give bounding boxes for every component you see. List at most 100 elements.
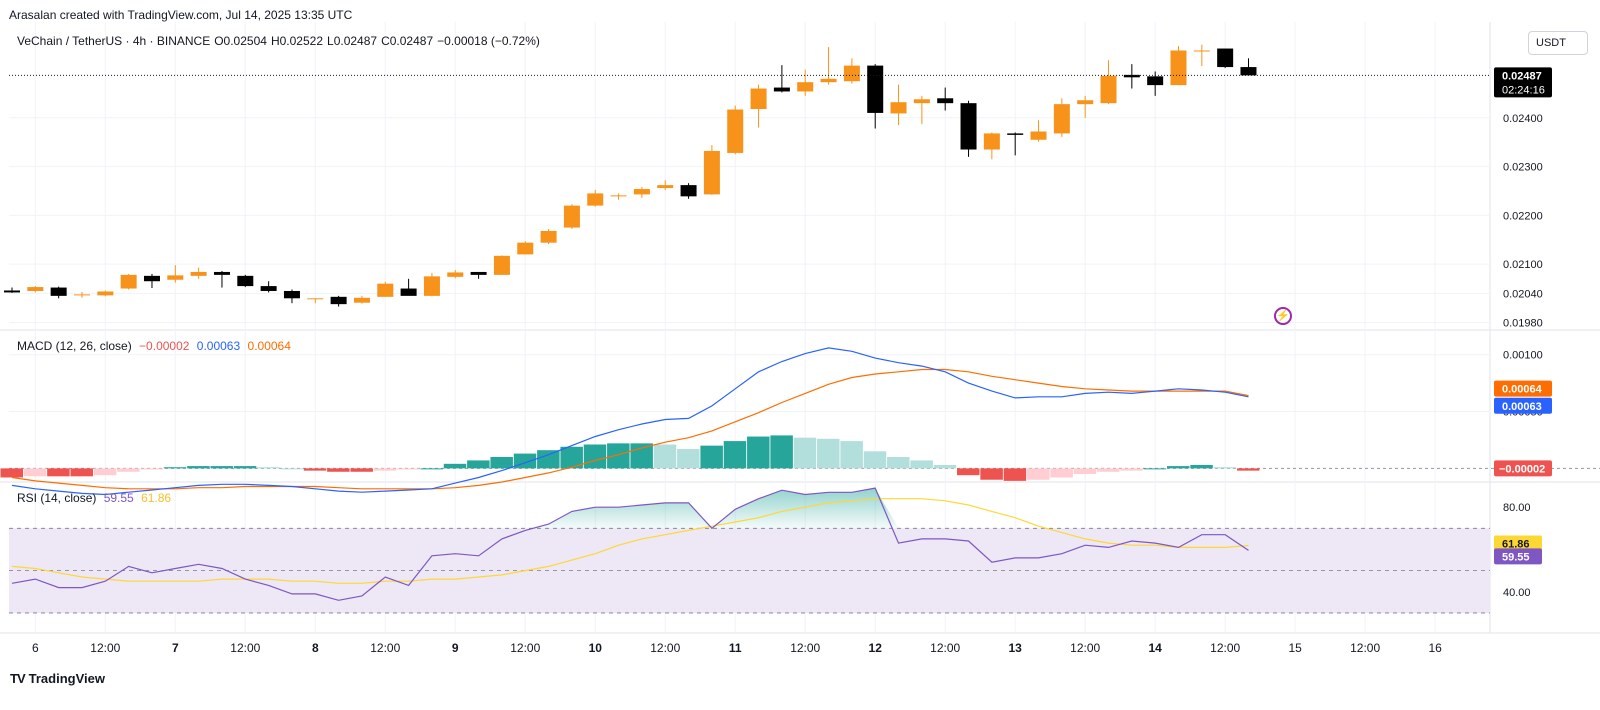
low-value: 0.02487 [333, 34, 378, 48]
macd-title[interactable]: MACD (12, 26, close) [17, 339, 132, 353]
change-value: −0.00018 (−0.72%) [437, 34, 540, 48]
macd-histogram-bar [607, 443, 630, 469]
macd-hist-value: −0.00002 [139, 339, 190, 353]
footer-brand[interactable]: TV TradingView [10, 671, 105, 686]
macd-legend: MACD (12, 26, close) −0.00002 0.00063 0.… [17, 339, 295, 353]
macd-histogram-bar [770, 435, 793, 469]
rsi-ma-tag [1494, 535, 1542, 552]
macd-histogram-bar [70, 468, 93, 477]
y-tick-label: 0.00100 [1503, 350, 1543, 362]
candle-body [1240, 67, 1257, 76]
rsi-ma-tag-label: 61.86 [1502, 539, 1530, 551]
macd-line-tag-label: 0.00063 [1502, 401, 1542, 413]
rsi-title[interactable]: RSI (14, close) [17, 491, 97, 505]
candle-body [50, 287, 67, 296]
x-tick-label: 11 [729, 641, 742, 655]
x-tick-label: 10 [589, 641, 603, 655]
x-tick-label: 7 [172, 641, 179, 655]
candle-body [1007, 133, 1024, 135]
y-tick-label: 0.02040 [1503, 288, 1543, 300]
candle-body [237, 275, 254, 287]
macd-histogram-bar [747, 436, 770, 469]
macd-histogram-bar [47, 468, 70, 477]
candle-body [1030, 131, 1047, 140]
candle-body [1123, 74, 1140, 78]
macd-line [11, 347, 1249, 496]
rsi-tag-label: 59.55 [1502, 551, 1530, 563]
high-value: 0.02522 [279, 34, 323, 48]
x-tick-label: 12:00 [930, 641, 960, 655]
x-tick-label: 13 [1009, 641, 1023, 655]
rsi-line [11, 487, 1249, 601]
rsi-ma-line [11, 498, 1249, 584]
macd-histogram-bar [1073, 468, 1097, 475]
macd-histogram-bar [93, 468, 117, 476]
x-tick-label: 12:00 [1210, 641, 1240, 655]
macd-histogram-bar [420, 468, 443, 470]
macd-histogram-bar [700, 445, 723, 469]
y-tick-label: 0.02200 [1503, 210, 1543, 222]
candle-body [283, 290, 300, 299]
candle-body [447, 272, 464, 277]
currency-button[interactable]: USDT [1528, 31, 1588, 55]
candle-body [937, 98, 954, 104]
candle-body [1053, 104, 1070, 134]
macd-histogram-bar [980, 468, 1003, 480]
close-value: 0.02487 [389, 34, 434, 48]
macd-histogram-bar [840, 441, 863, 469]
lightning-icon[interactable]: ⚡ [1274, 307, 1292, 325]
x-tick-label: 6 [32, 641, 39, 655]
candle-body [563, 205, 580, 228]
candle-body [1170, 50, 1187, 86]
candle-body [143, 275, 160, 282]
macd-histogram-bar [23, 468, 47, 477]
macd-histogram-bar [350, 468, 373, 472]
candle-body [703, 150, 720, 195]
macd-histogram-bar [793, 437, 817, 469]
macd-histogram-bar [443, 463, 467, 469]
macd-histogram-bar [560, 446, 583, 469]
symbol-title[interactable]: VeChain / TetherUS · 4h · BINANCE [17, 34, 211, 48]
candle-body [657, 185, 674, 189]
rsi-overbought-fill [12, 488, 1249, 529]
x-tick-label: 12:00 [1070, 641, 1100, 655]
x-tick-label: 12:00 [790, 641, 820, 655]
price-legend: VeChain / TetherUS · 4h · BINANCE O0.0250… [17, 34, 544, 48]
candle-body [470, 271, 487, 275]
candle-body [890, 102, 907, 114]
candle-body [983, 133, 1000, 150]
macd-histogram-bar [140, 468, 163, 470]
y-tick-label: 0.01980 [1503, 318, 1543, 330]
candle-body [377, 283, 394, 297]
macd-histogram-bar [1213, 467, 1237, 469]
candle-body [120, 274, 137, 289]
candle-body [843, 65, 860, 82]
candle-body [167, 275, 184, 280]
macd-histogram-bar [817, 438, 840, 469]
candle-body [1147, 76, 1164, 86]
open-label: O [214, 34, 224, 48]
candle-body [587, 193, 604, 206]
x-tick-label: 12:00 [370, 641, 400, 655]
rsi-legend: RSI (14, close) 59.55 61.86 [17, 491, 175, 505]
x-tick-label: 14 [1148, 641, 1162, 655]
rsi-ma-value: 61.86 [141, 491, 172, 505]
candle-body [400, 288, 417, 296]
y-tick-label: 40.00 [1503, 587, 1531, 599]
brand-name: TradingView [28, 671, 105, 686]
macd-histogram-bar [327, 468, 350, 472]
macd-histogram-bar [537, 450, 560, 469]
candle-body [517, 242, 534, 255]
macd-histogram-bar [1167, 466, 1190, 469]
macd-histogram-bar [513, 453, 537, 469]
macd-histogram-bar [490, 457, 513, 469]
candle-body [213, 271, 230, 275]
candle-body [353, 297, 370, 303]
candle-body [190, 271, 207, 276]
x-tick-label: 12:00 [1350, 641, 1380, 655]
candle-body [260, 286, 277, 291]
macd-histogram-bar [1190, 464, 1213, 469]
candle-body [1100, 75, 1117, 104]
macd-histogram-bar [723, 441, 747, 469]
